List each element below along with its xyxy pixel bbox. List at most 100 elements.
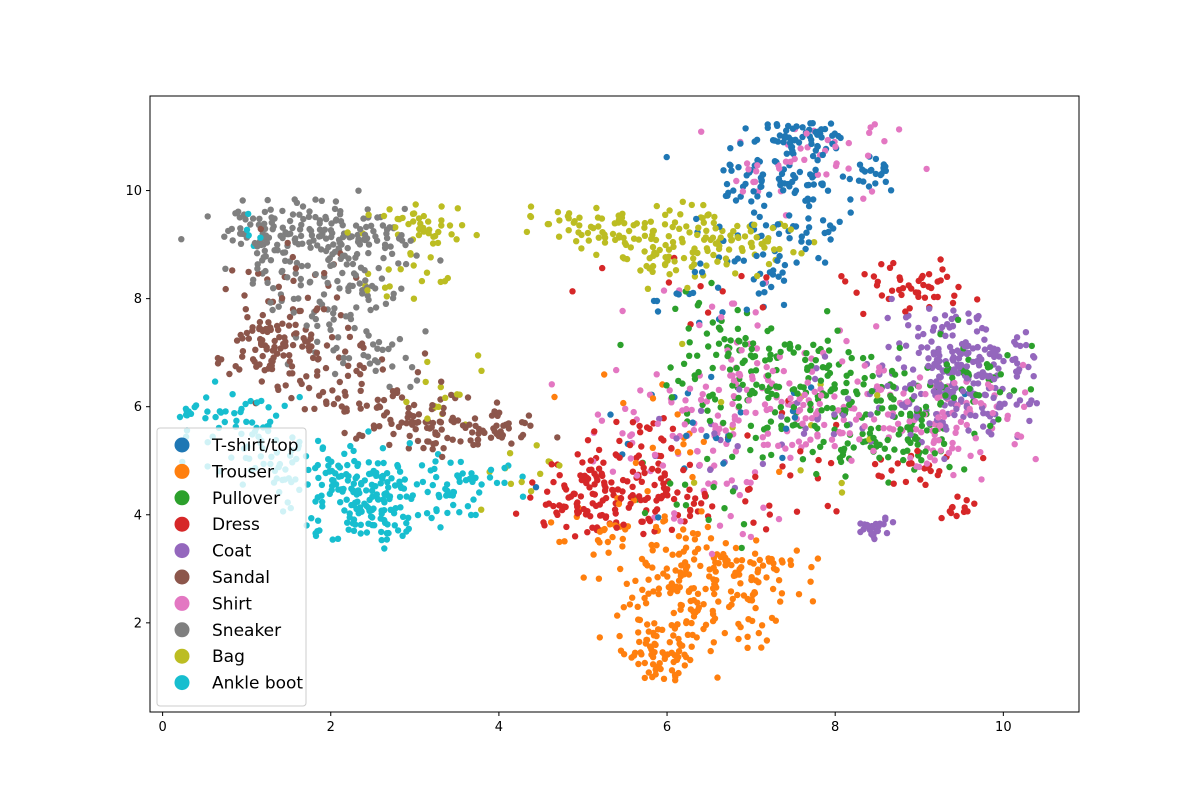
data-point <box>328 482 336 490</box>
data-point <box>918 457 925 464</box>
data-point <box>622 241 630 249</box>
data-point <box>349 520 357 527</box>
data-point <box>247 397 254 405</box>
data-point <box>901 370 908 377</box>
data-point <box>645 628 652 635</box>
data-point <box>244 314 251 321</box>
data-point <box>844 440 851 447</box>
data-point <box>617 565 624 573</box>
data-point <box>941 455 948 463</box>
data-point <box>753 252 760 260</box>
data-point <box>664 651 671 658</box>
data-point <box>722 255 730 262</box>
data-point <box>1011 441 1018 448</box>
data-point <box>786 183 793 190</box>
data-point <box>770 565 778 572</box>
data-point <box>752 434 759 442</box>
data-point <box>797 448 804 455</box>
data-point <box>629 492 636 499</box>
data-point <box>668 667 676 674</box>
data-point <box>764 124 771 131</box>
y-tick-label: 10 <box>125 184 142 199</box>
data-point <box>353 250 361 258</box>
data-point <box>391 482 399 489</box>
data-point <box>384 479 391 486</box>
data-point <box>327 326 334 333</box>
data-point <box>665 279 673 286</box>
data-point <box>372 367 379 374</box>
data-point <box>414 437 422 445</box>
data-point <box>380 459 387 467</box>
data-point <box>1025 363 1032 371</box>
data-point <box>252 346 259 353</box>
data-point <box>312 464 319 472</box>
data-point <box>675 577 683 584</box>
data-point <box>596 539 603 546</box>
data-point <box>408 364 416 371</box>
data-point <box>286 370 293 377</box>
data-point <box>681 421 688 428</box>
data-point <box>419 478 427 486</box>
data-point <box>759 562 767 569</box>
data-point <box>661 517 669 524</box>
data-point <box>655 514 662 521</box>
data-point <box>742 180 749 188</box>
data-point <box>325 462 332 469</box>
data-point <box>759 434 766 441</box>
data-point <box>891 446 898 453</box>
data-point <box>264 196 271 204</box>
data-point <box>738 347 745 354</box>
data-point <box>805 202 813 210</box>
data-point <box>1026 417 1033 425</box>
data-point <box>380 396 388 404</box>
data-point <box>590 551 597 558</box>
data-point <box>720 550 727 558</box>
data-point <box>407 383 414 391</box>
data-point <box>936 388 943 395</box>
data-point <box>599 229 606 236</box>
data-point <box>703 245 711 252</box>
data-point <box>770 246 778 253</box>
data-point <box>447 459 454 466</box>
data-point <box>759 304 766 311</box>
data-point <box>702 585 709 593</box>
data-point <box>914 289 922 296</box>
data-point <box>261 247 268 254</box>
data-point <box>386 493 394 500</box>
data-point <box>769 224 776 232</box>
data-point <box>601 487 609 494</box>
data-point <box>789 422 796 429</box>
data-point <box>668 526 676 533</box>
data-point <box>638 443 645 450</box>
data-point <box>949 439 956 447</box>
data-point <box>758 644 765 651</box>
data-point <box>646 255 653 262</box>
data-point <box>389 388 397 395</box>
data-point <box>846 175 853 183</box>
data-point <box>861 374 868 382</box>
data-point <box>821 421 828 429</box>
data-point <box>981 346 989 353</box>
data-point <box>613 366 620 374</box>
data-point <box>898 410 905 417</box>
data-point <box>550 478 557 486</box>
data-point <box>881 138 888 145</box>
data-point <box>654 574 661 581</box>
data-point <box>471 475 478 482</box>
data-point <box>687 506 694 514</box>
data-point <box>453 236 460 243</box>
data-point <box>402 354 409 362</box>
data-point <box>372 304 380 311</box>
data-point <box>689 419 696 426</box>
legend-item: Trouser <box>174 462 274 482</box>
data-point <box>292 235 299 242</box>
data-point <box>554 434 561 441</box>
data-point <box>405 410 412 417</box>
data-point <box>668 622 675 629</box>
data-point <box>763 274 770 281</box>
data-point <box>322 213 329 221</box>
data-point <box>232 210 239 217</box>
data-point <box>275 283 282 290</box>
data-point <box>898 291 905 299</box>
data-point <box>888 287 896 294</box>
